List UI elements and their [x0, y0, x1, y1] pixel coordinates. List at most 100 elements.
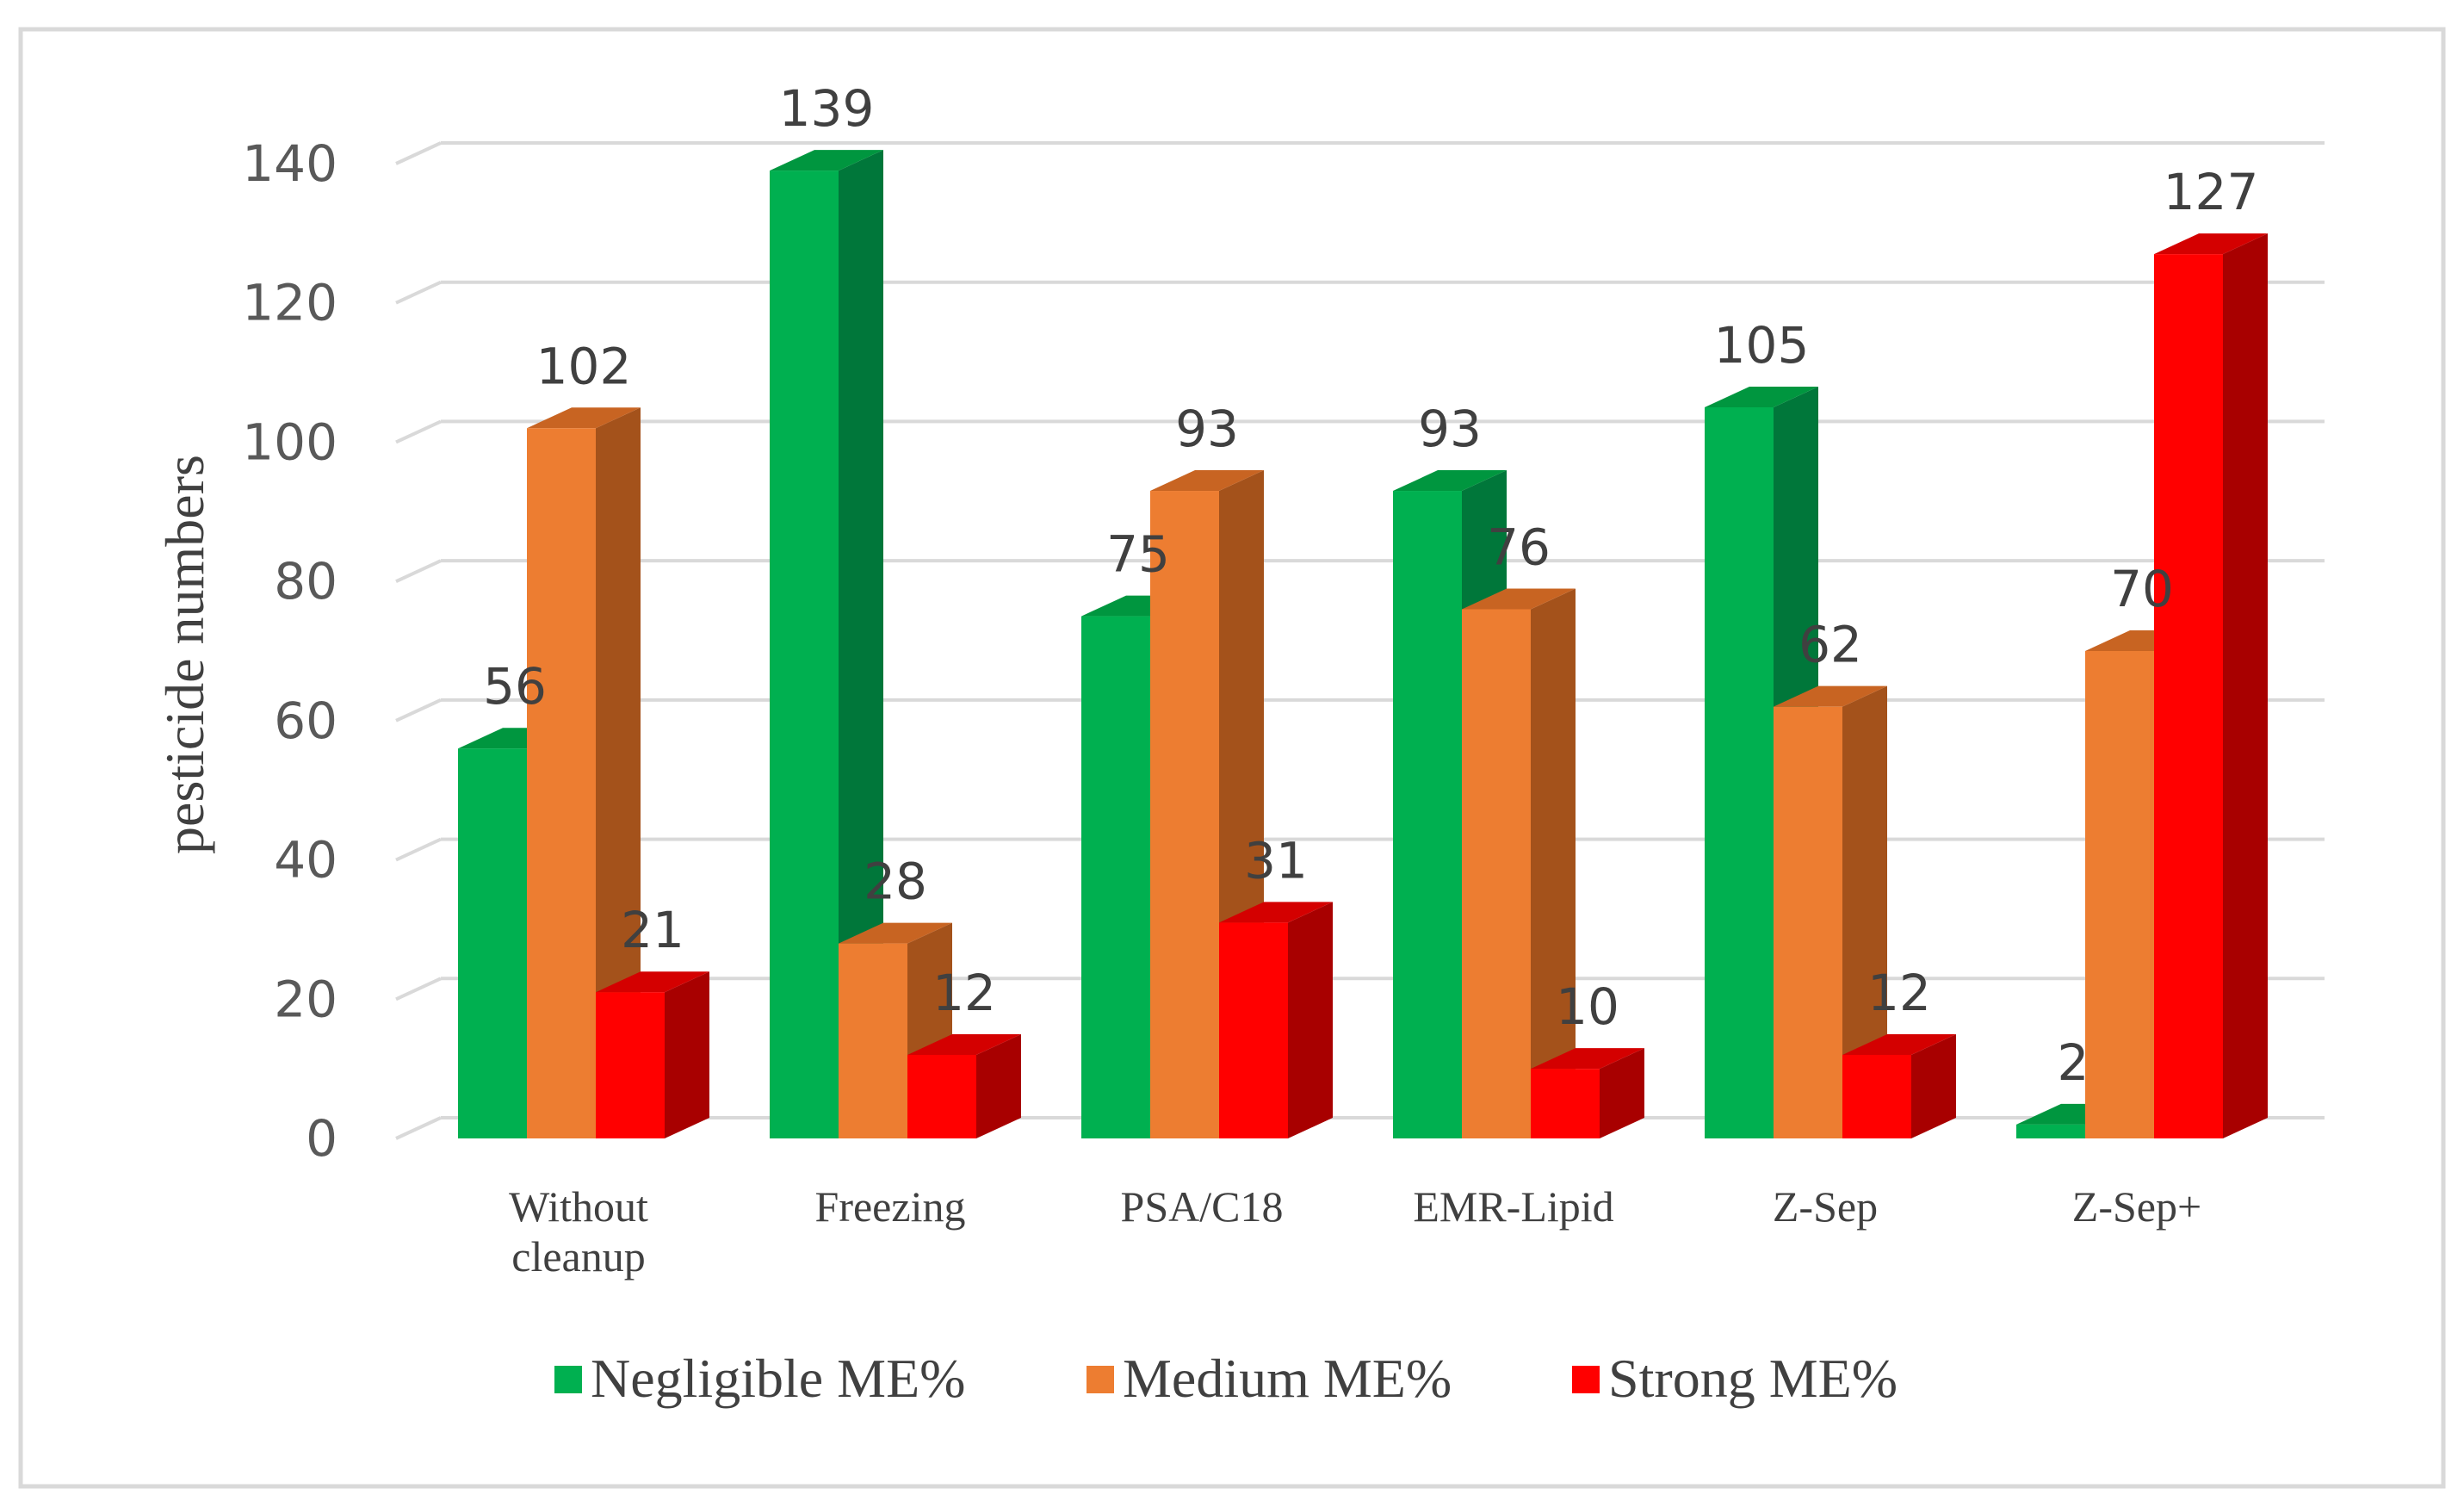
bar-top — [1462, 588, 1576, 610]
gridline-edge-100 — [395, 419, 442, 444]
data-label-6-1: 2 — [2058, 1033, 2089, 1092]
legend-swatch-3 — [1572, 1366, 1600, 1393]
data-label-2-3: 12 — [932, 964, 996, 1022]
bar-front — [2154, 254, 2223, 1139]
bar-top — [1150, 470, 1264, 492]
bars — [458, 150, 2268, 1139]
bar-front — [1462, 609, 1531, 1138]
data-label-2-2: 28 — [864, 853, 927, 911]
bar-side — [596, 407, 641, 1138]
bar-top — [907, 1033, 1021, 1055]
bar-front — [1219, 922, 1288, 1138]
bar-3-3 — [1219, 902, 1333, 1138]
bar-side — [839, 150, 883, 1139]
bar-top — [1393, 470, 1507, 492]
gridline-edge-80 — [395, 559, 442, 583]
bar-top — [839, 922, 952, 944]
bar-top — [527, 407, 641, 429]
legend-label-3: Strong ME% — [1608, 1348, 1898, 1409]
data-label-5-3: 12 — [1867, 964, 1931, 1022]
bar-1-2 — [527, 407, 641, 1138]
data-label-1-3: 21 — [621, 901, 684, 959]
bar-5-3 — [1842, 1033, 1956, 1138]
bar-top — [1705, 387, 1818, 407]
bar-top — [1774, 685, 1887, 707]
y-tick-label-20: 20 — [274, 970, 337, 1028]
data-label-5-2: 62 — [1798, 616, 1862, 674]
data-label-6-3: 127 — [2164, 163, 2259, 221]
y-tick-label-100: 100 — [242, 412, 337, 471]
bar-6-3 — [2154, 233, 2268, 1139]
x-category-label-5: Z-Sep — [1773, 1182, 1878, 1231]
bar-front — [1081, 616, 1150, 1138]
data-label-4-2: 76 — [1487, 518, 1551, 576]
data-label-5-1: 105 — [1714, 316, 1810, 375]
gridline-edge-20 — [395, 977, 442, 1002]
data-label-6-2: 70 — [2110, 560, 2174, 618]
y-axis-title: pesticide numbers — [154, 455, 215, 854]
y-tick-label-60: 60 — [274, 691, 337, 750]
bar-2-1 — [770, 150, 883, 1139]
bar-front — [1774, 706, 1842, 1138]
bar-side — [2223, 233, 2268, 1139]
x-category-label-1-line-1: Without — [509, 1182, 648, 1231]
bar-top — [2154, 233, 2268, 255]
x-category-label-6: Z-Sep+ — [2072, 1182, 2201, 1231]
gridline-edge-0 — [395, 1116, 442, 1140]
data-label-2-1: 139 — [779, 79, 875, 138]
bar-4-3 — [1531, 1048, 1644, 1138]
bar-front — [596, 992, 665, 1138]
bar-side — [1842, 685, 1887, 1138]
legend-label-2: Medium ME% — [1123, 1348, 1452, 1409]
y-tick-label-0: 0 — [306, 1109, 337, 1168]
gridline-edge-60 — [395, 698, 442, 722]
bar-side — [1288, 902, 1333, 1138]
x-category-label-4: EMR-Lipid — [1413, 1182, 1613, 1231]
gridline-edge-40 — [395, 837, 442, 862]
gridlines — [395, 141, 2325, 1140]
bar-top — [1842, 1033, 1956, 1055]
bar-front — [1393, 491, 1462, 1138]
x-category-label-3: PSA/C18 — [1121, 1182, 1284, 1231]
data-label-4-1: 93 — [1418, 400, 1482, 458]
data-label-3-2: 93 — [1175, 400, 1239, 458]
data-label-3-1: 75 — [1106, 525, 1170, 584]
bar-front — [2085, 651, 2154, 1138]
bar-front — [1705, 407, 1774, 1138]
legend: Negligible ME% Medium ME% Strong ME% — [554, 1348, 1898, 1409]
bar-front — [907, 1054, 976, 1138]
data-label-1-1: 56 — [483, 657, 547, 716]
legend-swatch-2 — [1087, 1366, 1114, 1393]
data-label-1-2: 102 — [536, 337, 632, 395]
data-label-3-3: 31 — [1244, 831, 1308, 890]
y-tick-label-120: 120 — [242, 274, 337, 332]
bar-top — [1219, 902, 1333, 923]
x-category-label-1-line-2: cleanup — [511, 1232, 645, 1281]
bar-front — [458, 748, 527, 1138]
bar-1-3 — [596, 971, 709, 1138]
bar-front — [2016, 1124, 2085, 1138]
bar-front — [1842, 1054, 1911, 1138]
bar-2-3 — [907, 1033, 1021, 1138]
bar-side — [1531, 588, 1576, 1138]
bar-front — [770, 171, 839, 1139]
bar-5-2 — [1774, 685, 1887, 1138]
y-tick-label-40: 40 — [274, 831, 337, 890]
legend-swatch-1 — [554, 1366, 582, 1393]
bar-top — [596, 971, 709, 993]
bar-side — [665, 971, 709, 1138]
bar-front — [1150, 491, 1219, 1138]
y-tick-label-140: 140 — [242, 134, 337, 193]
bar-top — [1531, 1048, 1644, 1070]
bar-4-2 — [1462, 588, 1576, 1138]
x-category-label-2: Freezing — [815, 1182, 966, 1231]
data-label-4-3: 10 — [1556, 977, 1619, 1036]
bar-front — [839, 943, 907, 1138]
y-tick-label-80: 80 — [274, 552, 337, 611]
bar-side — [1911, 1033, 1956, 1138]
bar-top — [770, 150, 883, 171]
